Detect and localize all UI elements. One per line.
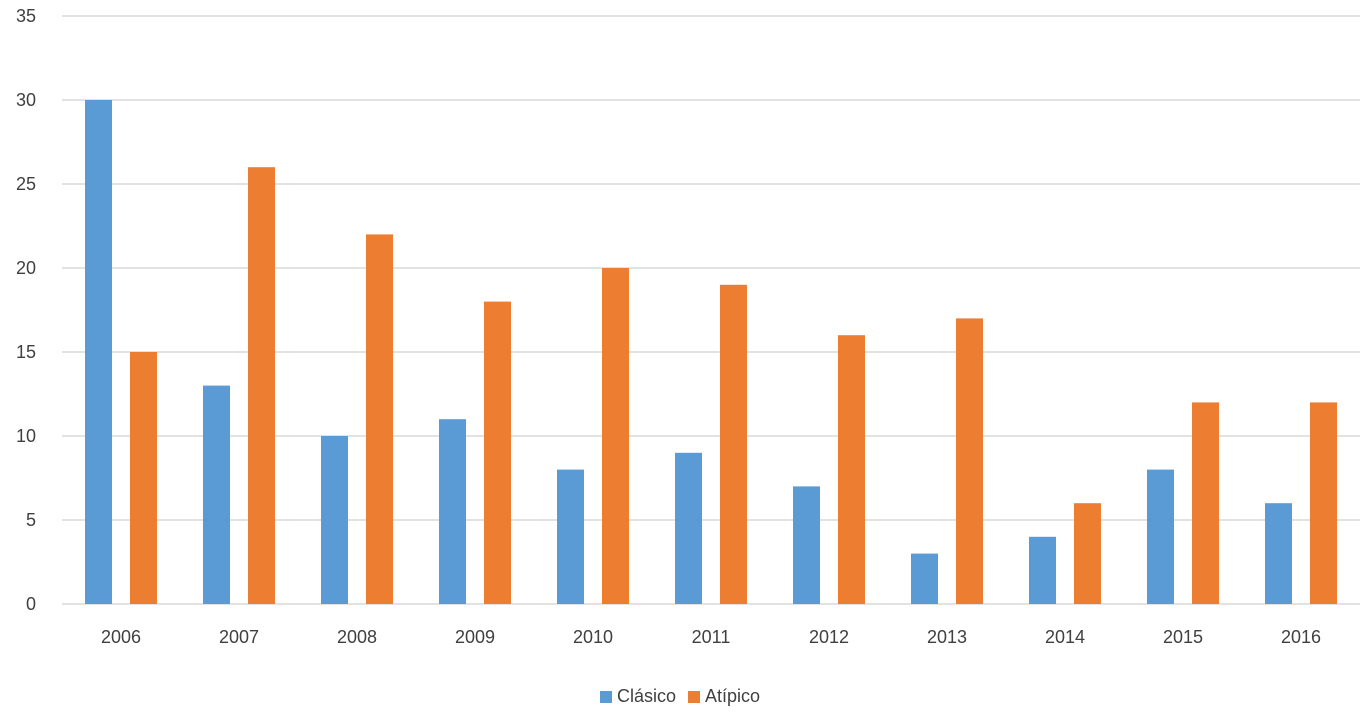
bar-clasico-2012: [793, 486, 820, 604]
legend-item-clasico: Clásico: [599, 686, 676, 707]
legend-swatch-clasico: [599, 690, 612, 703]
legend: Clásico Atípico: [0, 686, 1360, 707]
x-tick-label: 2016: [1281, 627, 1321, 647]
legend-swatch-atipico: [688, 690, 700, 703]
bar-atipico-2016: [1310, 402, 1337, 604]
bars: [85, 100, 1337, 604]
x-tick-label: 2010: [573, 627, 613, 647]
y-tick-label: 25: [16, 174, 36, 194]
legend-label-atipico: Atípico: [705, 686, 761, 706]
bar-atipico-2012: [838, 335, 865, 604]
y-tick-label: 5: [26, 510, 36, 530]
x-tick-label: 2009: [455, 627, 495, 647]
bar-atipico-2011: [720, 284, 747, 604]
bar-atipico-2013: [956, 318, 983, 604]
y-tick-label: 35: [16, 6, 36, 26]
x-tick-label: 2011: [692, 627, 731, 647]
bar-atipico-2009: [484, 301, 511, 604]
bar-atipico-2015: [1192, 402, 1219, 604]
gridlines: [62, 15, 1360, 605]
bar-atipico-2007: [248, 167, 275, 604]
x-tick-label: 2006: [101, 627, 141, 647]
bar-clasico-2009: [439, 419, 466, 604]
bar-clasico-2014: [1029, 536, 1056, 604]
x-tick-label: 2015: [1163, 627, 1203, 647]
bar-clasico-2010: [557, 469, 584, 604]
y-tick-label: 30: [16, 90, 36, 110]
bar-atipico-2010: [602, 268, 629, 604]
y-tick-label: 10: [16, 426, 36, 446]
bar-clasico-2016: [1265, 503, 1292, 604]
bar-clasico-2013: [911, 553, 938, 604]
y-axis-ticks: 0 5 10 15 20 25 30 35: [16, 6, 36, 614]
bar-clasico-2008: [321, 436, 348, 604]
x-tick-label: 2014: [1045, 627, 1085, 647]
bar-clasico-2015: [1147, 469, 1174, 604]
x-axis-ticks: 2006 2007 2008 2009 2010 2011 2012 2013 2014 2015…: [101, 627, 1321, 647]
y-tick-label: 0: [26, 594, 36, 614]
x-tick-label: 2012: [809, 627, 849, 647]
bar-atipico-2006: [130, 352, 157, 604]
y-tick-label: 20: [16, 258, 36, 278]
bar-atipico-2014: [1074, 503, 1101, 604]
bar-clasico-2006: [85, 100, 112, 604]
legend-label-clasico: Clásico: [616, 686, 676, 706]
bar-clasico-2011: [675, 452, 702, 604]
x-tick-label: 2013: [927, 627, 967, 647]
y-tick-label: 15: [16, 342, 36, 362]
bar-atipico-2008: [366, 234, 393, 604]
x-tick-label: 2007: [219, 627, 259, 647]
x-tick-label: 2008: [337, 627, 377, 647]
bar-clasico-2007: [203, 385, 230, 604]
legend-item-atipico: Atípico: [688, 686, 760, 707]
